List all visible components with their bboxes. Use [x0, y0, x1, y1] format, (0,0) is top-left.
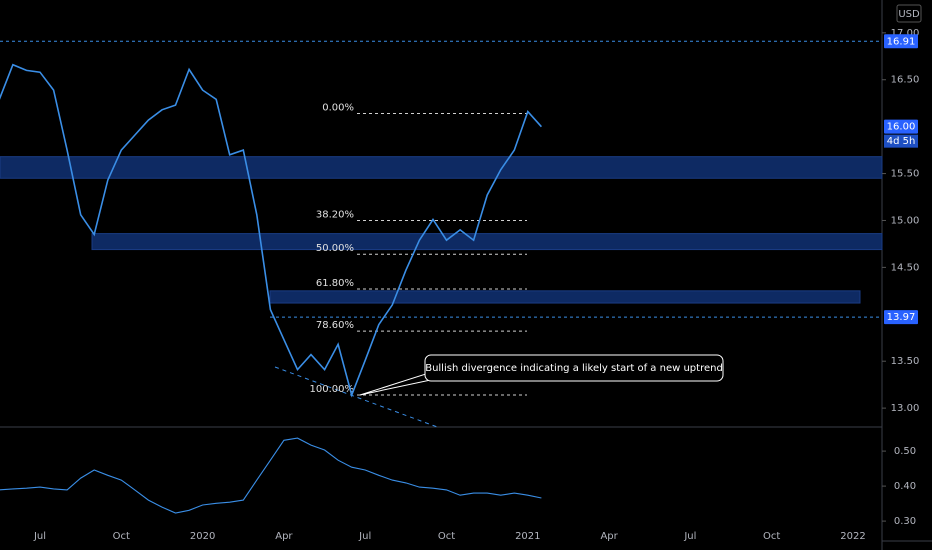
- price-tag: [884, 34, 918, 49]
- x-tick-label: Jul: [33, 531, 46, 542]
- y-tick-label: 14.50: [891, 262, 920, 273]
- zone: [0, 156, 883, 179]
- currency-box: [896, 4, 922, 23]
- price-tag-label: 16.00: [887, 122, 916, 133]
- x-tick-label: Oct: [438, 531, 455, 542]
- x-tick-label: Oct: [763, 531, 780, 542]
- y-tick-label: 0.50: [894, 446, 916, 457]
- divergence-line: [274, 366, 441, 429]
- countdown-tag: [884, 134, 918, 148]
- fib-label: 0.00%: [322, 103, 354, 114]
- y-tick-label: 0.40: [894, 481, 916, 492]
- y-tick-label: 17.00: [891, 28, 920, 39]
- callout-text: Bullish divergence indicating a likely s…: [425, 363, 723, 374]
- y-tick-label: 15.00: [891, 215, 920, 226]
- fib-label: 78.60%: [316, 320, 354, 331]
- x-tick-label: Apr: [600, 531, 618, 542]
- currency: USD: [898, 9, 920, 20]
- price-tag-label: 16.91: [887, 36, 916, 47]
- fib-label: 100.00%: [310, 384, 355, 395]
- x-tick-label: 2020: [190, 531, 215, 542]
- x-tick-label: Jul: [683, 531, 696, 542]
- y-tick-label: 13.50: [891, 356, 920, 367]
- fib-label: 61.80%: [316, 278, 354, 289]
- x-tick-label: Jul: [358, 531, 371, 542]
- fib-label: 50.00%: [316, 243, 354, 254]
- series-line: [0, 63, 542, 398]
- x-tick-label: Oct: [113, 531, 130, 542]
- y-tick-label: 13.00: [891, 403, 920, 414]
- y-tick-label: 0.30: [894, 516, 916, 527]
- fib-label: 38.20%: [316, 209, 354, 220]
- callout-box: [424, 354, 724, 382]
- price-tag: [884, 310, 918, 325]
- price-tag-label: 13.97: [887, 312, 916, 323]
- series-line: [0, 437, 542, 514]
- price-tag: [884, 119, 918, 134]
- y-tick-label: 16.50: [891, 75, 920, 86]
- x-tick-label: Apr: [275, 531, 293, 542]
- y-tick-label: 15.50: [891, 169, 920, 180]
- zone: [269, 290, 861, 304]
- countdown: 4d 5h: [887, 136, 916, 147]
- x-tick-label: 2021: [515, 531, 540, 542]
- zone: [91, 233, 883, 251]
- x-tick-label: 2022: [840, 531, 865, 542]
